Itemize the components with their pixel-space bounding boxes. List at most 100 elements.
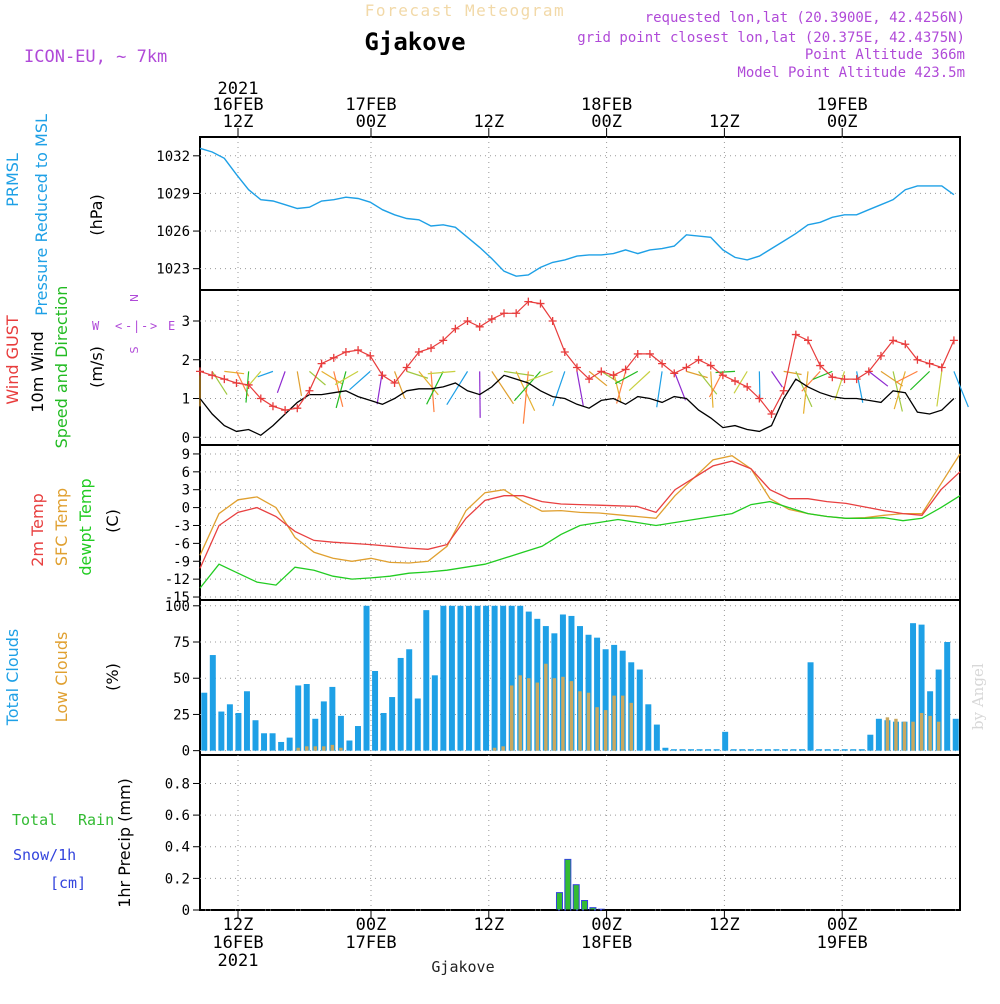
top-tick-hour-4: 12Z — [709, 112, 740, 132]
gust-marker-23 — [476, 323, 484, 331]
total-cloud-bar-70 — [799, 749, 805, 750]
pressure-msl-label: Pressure Reduced to MSL — [32, 114, 51, 316]
low-cloud-bar-12 — [305, 746, 308, 750]
total-cloud-bar-30 — [457, 606, 463, 751]
bottom-tick-hour-1: 00Z — [356, 915, 387, 935]
total-cloud-bar-54 — [662, 748, 668, 751]
wind-dir-arrow-12 — [336, 371, 346, 408]
wind-dir-arrow-7 — [277, 371, 285, 392]
total-cloud-bar-87 — [944, 642, 950, 751]
wind-dir-arrow-17 — [407, 371, 428, 378]
total-cloud-bar-52 — [645, 704, 651, 750]
gust-marker-10 — [318, 360, 326, 368]
total-cloud-bar-33 — [483, 606, 489, 751]
low-cloud-bar-42 — [561, 677, 564, 751]
gust-marker-0 — [196, 367, 204, 375]
total-cloud-bar-12 — [304, 684, 310, 751]
bottom-tick-hour-5: 00Z — [827, 915, 858, 935]
total-cloud-bar-9 — [278, 742, 284, 751]
wind-ylabel-0: 0 — [182, 430, 190, 446]
pressure-ylabel-2: 1029 — [156, 186, 190, 202]
total-cloud-bar-15 — [329, 687, 335, 751]
compass-dash-left: - — [125, 319, 132, 333]
gust-marker-9 — [305, 387, 313, 395]
gust-marker-7 — [281, 406, 289, 414]
total-cloud-bar-3 — [227, 704, 233, 750]
credit: by Angel — [969, 663, 987, 730]
snow-unit-label: [cm] — [50, 874, 86, 892]
top-tick-hour-5: 00Z — [827, 112, 858, 132]
requested-coords: requested lon,lat (20.3900E, 42.4256N) — [645, 10, 965, 26]
temperature-frame — [200, 445, 960, 600]
total-cloud-bar-51 — [637, 670, 643, 751]
total-rain-label-2: Rain — [78, 811, 114, 829]
wind-dir-arrow-62 — [954, 371, 968, 407]
rain-bar-1 — [565, 859, 571, 910]
wind-dir-arrow-59 — [896, 371, 918, 382]
temperature-ylabel-5: 0 — [182, 501, 190, 517]
temp-2m-label: 2m Temp — [28, 493, 47, 567]
gust-marker-29 — [549, 317, 557, 325]
clouds-ylabel-4: 100 — [165, 599, 190, 615]
clouds-ylabel-1: 25 — [173, 707, 190, 723]
wind-dir-arrow-50 — [804, 371, 808, 413]
compass-arrow-left: < — [115, 319, 122, 333]
gust-marker-28 — [536, 300, 544, 308]
total-cloud-bar-10 — [287, 738, 293, 751]
compass-dash-right: - — [141, 319, 148, 333]
bottom-location: Gjakove — [431, 958, 494, 976]
wind-dir-arrow-18 — [419, 371, 438, 395]
total-cloud-bar-74 — [833, 749, 839, 750]
bottom-tick-date-0: 16FEB — [212, 933, 263, 953]
pressure-ylabel-3: 1032 — [156, 149, 190, 165]
wind-dir-arrow-58 — [894, 371, 905, 409]
total-cloud-bar-35 — [500, 606, 506, 751]
total-cloud-bar-55 — [671, 749, 677, 750]
compass-bar: | — [133, 319, 140, 333]
precip-ylabel-4: 0.8 — [165, 776, 190, 792]
dewpt-label: dewpt Temp — [76, 478, 95, 575]
total-cloud-bar-20 — [372, 671, 378, 751]
low-cloud-bar-44 — [578, 691, 581, 750]
total-cloud-bar-1 — [210, 655, 216, 751]
wind-dir-arrow-61 — [937, 371, 942, 406]
wind-dir-arrow-15 — [377, 371, 382, 404]
total-cloud-bar-6 — [253, 720, 259, 750]
total-cloud-bar-78 — [867, 735, 873, 751]
low-cloud-bar-35 — [501, 746, 504, 750]
top-tick-hour-0: 12Z — [223, 112, 254, 132]
total-cloud-bar-67 — [773, 749, 779, 750]
gust-marker-33 — [597, 367, 605, 375]
temperature-ylabel-3: -6 — [173, 536, 190, 552]
total-cloud-bar-65 — [756, 749, 762, 750]
temperature-ylabel-7: 6 — [182, 465, 190, 481]
wind-dir-arrow-40 — [686, 371, 707, 377]
wind-dir-arrow-30 — [553, 371, 565, 406]
total-cloud-bar-26 — [423, 610, 429, 751]
wind-10m-label: 10m Wind — [28, 331, 47, 412]
total-cloud-bar-34 — [492, 606, 498, 751]
bottom-tick-hour-2: 12Z — [473, 915, 504, 935]
gust-marker-44 — [731, 377, 739, 385]
total-cloud-bar-21 — [381, 713, 387, 751]
rain-bar-0 — [556, 893, 562, 910]
wind-dir-arrow-25 — [504, 371, 534, 375]
sfc-temp-line — [200, 454, 960, 563]
total-cloud-bar-76 — [850, 749, 856, 750]
total-cloud-bar-28 — [440, 606, 446, 751]
gust-marker-3 — [232, 379, 240, 387]
total-cloud-bar-77 — [859, 749, 865, 750]
wind-dir-arrow-39 — [674, 371, 685, 400]
wind-unit-label: (m/s) — [87, 346, 106, 388]
pressure-frame — [200, 137, 960, 290]
gust-marker-15 — [378, 371, 386, 379]
wind-dir-arrow-34 — [613, 371, 621, 403]
low-cloud-bar-86 — [937, 722, 940, 751]
total-cloud-bar-58 — [697, 749, 703, 750]
pressure-ylabel-0: 1023 — [156, 262, 190, 278]
total-cloud-bar-23 — [398, 658, 404, 751]
